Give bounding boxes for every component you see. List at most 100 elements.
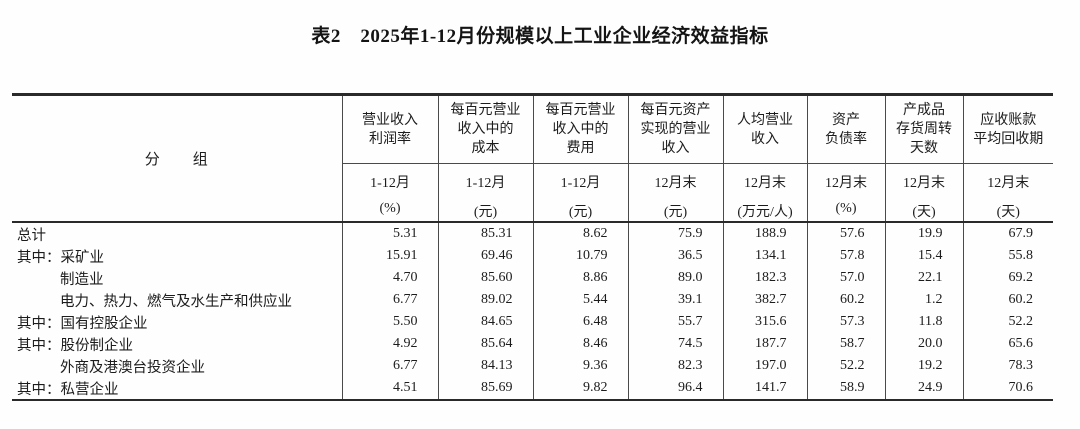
header-row-2: 1-12月 (%) 1-12月 (元) 1-12月 (元) 12月末 (元) 12月末 (万元/人… [12, 163, 1053, 223]
value-cell: 6.77 [342, 289, 439, 311]
column-subheader-7: 12月末 (天) [963, 163, 1053, 223]
column-header-1: 每百元营业 收入中的 成本 [438, 94, 534, 164]
column-period: 12月末 [744, 176, 786, 191]
value-cell: 19.9 [885, 222, 964, 245]
column-period: 1-12月 [465, 176, 506, 191]
value-cell: 65.6 [1008, 336, 1034, 351]
column-header-5: 资产 负债率 [807, 94, 886, 164]
value-cell: 6.48 [533, 311, 629, 333]
column-header-group: 分 组 [12, 94, 343, 223]
column-subheader-5: 12月末 (%) [807, 163, 886, 223]
value-cell: 82.3 [628, 355, 724, 377]
value-cell: 70.6 [1008, 380, 1034, 395]
value-cell: 10.79 [533, 245, 629, 267]
value-cell: 84.13 [438, 355, 534, 377]
value-cell: 57.3 [807, 311, 886, 333]
value-cell: 134.1 [723, 245, 808, 267]
value-cell: 15.4 [885, 245, 964, 267]
value-cell: 39.1 [628, 289, 724, 311]
value-cell: 52.2 [1008, 314, 1034, 329]
value-cell: 85.31 [438, 222, 534, 245]
row-label: 制造业 [12, 267, 343, 289]
value-cell: 382.7 [723, 289, 808, 311]
value-cell: 4.92 [342, 333, 439, 355]
value-cell: 78.3 [1008, 358, 1034, 373]
row-label: 其中：采矿业 [12, 245, 343, 267]
column-unit: (天) [912, 205, 936, 220]
value-cell: 9.82 [533, 377, 629, 400]
value-cell: 141.7 [723, 377, 808, 400]
column-unit: (元) [473, 205, 498, 220]
value-cell: 84.65 [438, 311, 534, 333]
value-cell: 55.8 [1008, 248, 1034, 263]
value-cell: 182.3 [723, 267, 808, 289]
value-cell: 57.8 [807, 245, 886, 267]
value-cell: 57.0 [807, 267, 886, 289]
column-unit: (元) [663, 205, 688, 220]
row-label: 总计 [12, 222, 343, 245]
column-period: 12月末 [654, 176, 697, 191]
value-cell: 315.6 [723, 311, 808, 333]
column-unit: (元) [568, 205, 593, 220]
value-cell: 5.44 [533, 289, 629, 311]
column-period: 12月末 [987, 176, 1030, 191]
value-cell: 24.9 [885, 377, 964, 400]
value-cell: 8.86 [533, 267, 629, 289]
column-period: 12月末 [903, 176, 945, 191]
value-cell: 60.2 [807, 289, 886, 311]
value-cell: 52.2 [807, 355, 886, 377]
column-header-4: 人均营业 收入 [723, 94, 808, 164]
row-label: 其中：国有控股企业 [12, 311, 343, 333]
value-cell: 197.0 [723, 355, 808, 377]
value-cell: 75.9 [628, 222, 724, 245]
value-cell: 96.4 [628, 377, 724, 400]
row-label: 电力、热力、燃气及水生产和供应业 [12, 289, 343, 311]
value-cell: 60.2 [1008, 292, 1034, 307]
value-cell: 89.02 [438, 289, 534, 311]
value-cell: 20.0 [885, 333, 964, 355]
value-cell: 15.91 [342, 245, 439, 267]
column-subheader-6: 12月末 (天) [885, 163, 964, 223]
column-header-6: 产成品 存货周转 天数 [885, 94, 964, 164]
table-row: 制造业 4.70 85.60 8.86 89.0 182.3 57.0 22.1 69.2 [12, 267, 1053, 289]
value-cell: 85.64 [438, 333, 534, 355]
column-header-3: 每百元资产 实现的营业 收入 [628, 94, 724, 164]
value-cell: 8.46 [533, 333, 629, 355]
column-period: 1-12月 [370, 176, 410, 191]
table-row: 外商及港澳台投资企业 6.77 84.13 9.36 82.3 197.0 52.2 19.2… [12, 355, 1053, 377]
value-cell: 4.70 [342, 267, 439, 289]
table-header: 分 组 营业收入 利润率 每百元营业 收入中的 成本 每百元营业 收入中的 费用 每百… [12, 94, 1053, 223]
value-cell: 85.60 [438, 267, 534, 289]
table-row: 其中：私营企业 4.51 85.69 9.82 96.4 141.7 58.9 24.9 70.… [12, 377, 1053, 400]
value-cell: 69.46 [438, 245, 534, 267]
table-body: 总计 5.31 85.31 8.62 75.9 188.9 57.6 19.9 67.9 其中：采… [12, 222, 1053, 400]
value-cell: 58.9 [807, 377, 886, 400]
row-label: 其中：私营企业 [12, 377, 343, 400]
column-header-7: 应收账款 平均回收期 [963, 94, 1053, 164]
value-cell: 85.69 [438, 377, 534, 400]
table-row: 电力、热力、燃气及水生产和供应业 6.77 89.02 5.44 39.1 382.7 60… [12, 289, 1053, 311]
value-cell: 5.50 [342, 311, 439, 333]
column-subheader-1: 1-12月 (元) [438, 163, 534, 223]
indicators-table: 分 组 营业收入 利润率 每百元营业 收入中的 成本 每百元营业 收入中的 费用 每百… [12, 93, 1053, 401]
value-cell: 58.7 [807, 333, 886, 355]
value-cell: 67.9 [1008, 226, 1034, 241]
header-row-1: 分 组 营业收入 利润率 每百元营业 收入中的 成本 每百元营业 收入中的 费用 每百… [12, 94, 1053, 223]
value-cell: 19.2 [885, 355, 964, 377]
value-cell: 8.62 [533, 222, 629, 245]
value-cell: 22.1 [885, 267, 964, 289]
table-row: 总计 5.31 85.31 8.62 75.9 188.9 57.6 19.9 67.9 [12, 222, 1053, 245]
column-subheader-2: 1-12月 (元) [533, 163, 629, 223]
column-unit: (万元/人) [737, 205, 793, 220]
column-header-0: 营业收入 利润率 [342, 94, 439, 164]
value-cell: 187.7 [723, 333, 808, 355]
value-cell: 36.5 [628, 245, 724, 267]
table-row: 其中：采矿业 15.91 69.46 10.79 36.5 134.1 57.8 15.4 55… [12, 245, 1053, 267]
column-unit: (%) [379, 201, 401, 216]
value-cell: 188.9 [723, 222, 808, 245]
value-cell: 69.2 [1008, 270, 1034, 285]
column-unit: (%) [835, 201, 857, 216]
row-label: 其中：股份制企业 [12, 333, 343, 355]
column-header-2: 每百元营业 收入中的 费用 [533, 94, 629, 164]
